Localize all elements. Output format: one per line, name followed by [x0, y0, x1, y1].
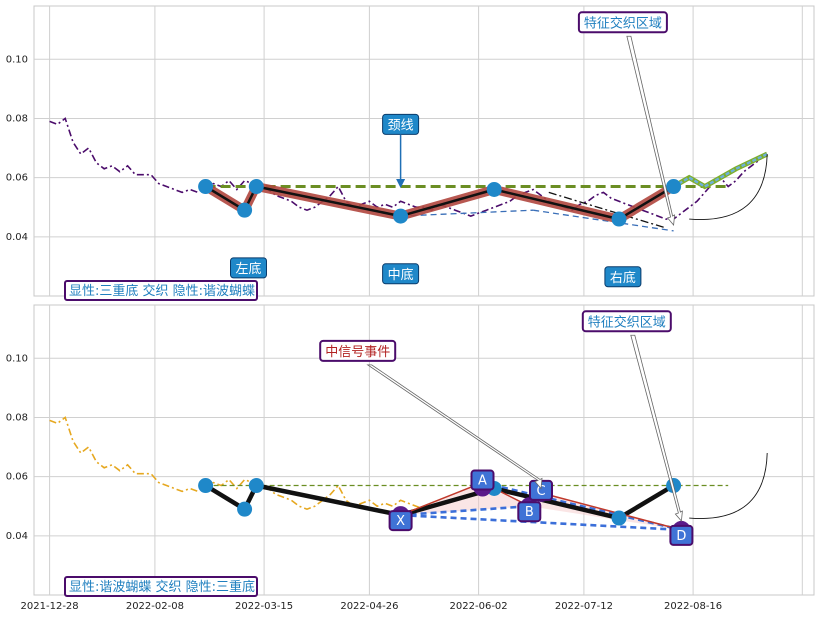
- pivot-point: [393, 208, 409, 224]
- harmonic-point-b: B: [517, 497, 542, 523]
- x-tick-label: 2022-07-12: [555, 601, 613, 612]
- bottom-panel: 0.040.060.080.10 2021-12-28 2022-02-08 202…: [6, 304, 815, 612]
- harmonic-point-box: [470, 469, 495, 491]
- y-tick-label: 0.04: [6, 531, 28, 542]
- pivot-point: [486, 181, 502, 197]
- annotation-box: [319, 339, 397, 362]
- top-plot-frame: [33, 5, 815, 297]
- annotation-text: 颈线: [388, 118, 414, 133]
- price-series-line: [49, 416, 425, 511]
- pivot-point: [198, 478, 214, 494]
- harmonic-point-box: [669, 524, 694, 546]
- pivot-point: [611, 211, 627, 227]
- annotation-box: [382, 263, 420, 285]
- hidden-pattern-line: [533, 209, 674, 232]
- y-tick-label: 0.08: [6, 412, 28, 423]
- x-tick-label: 2022-03-15: [235, 601, 293, 612]
- annotation: 特征交织区域: [577, 11, 676, 226]
- annotation-text: 左底: [235, 261, 261, 277]
- hidden-pattern-line: [400, 504, 530, 517]
- harmonic-point-label: B: [525, 505, 534, 520]
- pivot-point: [666, 179, 682, 195]
- harmonic-point-a: A: [470, 469, 495, 497]
- top-plot-area: [49, 117, 769, 232]
- annotation-box: [604, 266, 642, 288]
- y-tick-label: 0.04: [6, 232, 28, 243]
- annotation: 特征交织区域: [581, 310, 683, 522]
- annotation-box: [230, 257, 267, 279]
- top-caption: 显性:三重底 交织 隐性:谐波蝴蝶: [69, 283, 255, 299]
- harmonic-point-box: [517, 501, 542, 523]
- annotation: 中信号事件: [319, 339, 543, 490]
- annotation-box: [581, 310, 672, 333]
- harmonic-point-box: [388, 510, 413, 532]
- x-tick-label: 2022-04-26: [340, 601, 398, 612]
- annotation-text: 特征交织区域: [588, 314, 666, 330]
- bottom-x-ticks: 2021-12-28 2022-02-08 2022-03-15 2022-04-26…: [21, 601, 723, 612]
- pivot-point: [248, 179, 264, 195]
- projection-arc: [689, 153, 768, 220]
- pivot-point: [611, 510, 627, 526]
- pivot-point: [237, 202, 253, 218]
- hidden-pattern-line: [400, 209, 534, 217]
- pivot-point: [237, 501, 253, 517]
- projection-arc: [689, 452, 768, 519]
- harmonic-point-label: D: [676, 529, 686, 544]
- bottom-grid: [34, 305, 814, 595]
- pivot-point: [198, 179, 214, 195]
- y-tick-label: 0.06: [6, 173, 28, 184]
- projection-halo: [672, 151, 769, 190]
- y-tick-label: 0.10: [6, 353, 28, 364]
- annotation: 中底: [382, 263, 420, 285]
- annotation: 颈线: [382, 113, 420, 189]
- annotation-box: [577, 11, 668, 34]
- price-series-line: [49, 117, 768, 220]
- pattern-path: [204, 483, 675, 521]
- hidden-pattern-line: [400, 513, 682, 532]
- y-tick-label: 0.10: [6, 54, 28, 65]
- annotation-arrow: [630, 334, 683, 522]
- x-tick-label: 2022-08-16: [664, 601, 722, 612]
- y-tick-label: 0.06: [6, 472, 28, 483]
- bottom-plot-frame: [33, 304, 815, 596]
- top-grid: [34, 6, 814, 296]
- harmonic-point-label: A: [478, 474, 487, 489]
- annotation: 左底: [230, 257, 267, 279]
- x-tick-label: 2021-12-28: [21, 601, 79, 612]
- annotation-text: 右底: [610, 270, 636, 286]
- annotation: 右底: [604, 266, 642, 288]
- bottom-y-ticks: 0.04 0.06 0.08 0.10: [6, 353, 28, 542]
- hidden-pattern-line: [482, 481, 682, 532]
- harmonic-point-label: C: [536, 484, 545, 499]
- annotation-text: 中信号事件: [325, 345, 390, 360]
- bottom-annotations: X A BC D 中信号事件 特征交织区域: [319, 310, 694, 546]
- harmonic-point-d: D: [669, 520, 694, 546]
- x-tick-label: 2022-02-08: [126, 601, 184, 612]
- annotation-text: 特征交织区域: [584, 15, 662, 31]
- harmonic-point-label: X: [396, 514, 405, 529]
- y-tick-label: 0.08: [6, 113, 28, 124]
- bottom-caption-box: 显性:谐波蝴蝶 交织 隐性:三重底: [64, 576, 258, 597]
- annotation-arrow: [366, 364, 543, 490]
- harmonic-point-c: C: [529, 479, 553, 502]
- harmonic-point-x: X: [388, 506, 413, 532]
- top-y-ticks: 0.04 0.06 0.08 0.10: [6, 54, 28, 243]
- x-tick-label: 2022-06-02: [450, 601, 508, 612]
- annotation-arrow: [626, 35, 676, 226]
- pivot-point: [248, 478, 264, 494]
- top-caption-box: 显性:三重底 交织 隐性:谐波蝴蝶: [64, 280, 258, 301]
- bottom-caption: 显性:谐波蝴蝶 交织 隐性:三重底: [69, 579, 255, 595]
- annotation-text: 中底: [388, 267, 414, 283]
- hidden-pattern-line: [548, 191, 666, 229]
